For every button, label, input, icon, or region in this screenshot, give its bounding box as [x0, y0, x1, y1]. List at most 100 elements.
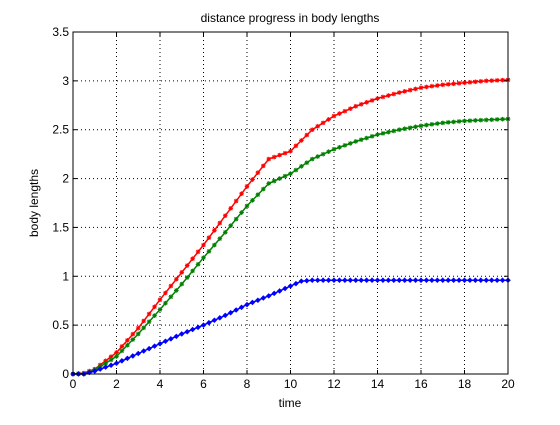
data-point	[325, 277, 332, 283]
data-point	[146, 311, 152, 317]
data-point	[130, 337, 136, 342]
data-point	[353, 139, 359, 144]
data-point	[163, 300, 168, 306]
data-point	[391, 277, 397, 283]
data-point	[418, 277, 424, 283]
x-tick-label: 4	[157, 377, 164, 391]
data-point	[456, 81, 462, 86]
data-point	[282, 285, 288, 292]
data-point	[499, 277, 506, 283]
series-3	[70, 277, 511, 377]
data-point	[407, 87, 413, 93]
data-point	[331, 113, 337, 119]
data-point	[434, 277, 441, 283]
data-point	[331, 277, 337, 283]
x-tick-label: 18	[458, 377, 472, 391]
data-point	[168, 283, 174, 289]
data-point	[222, 230, 228, 235]
data-point	[135, 331, 141, 337]
x-tick-label: 10	[284, 377, 298, 391]
data-point	[168, 336, 174, 342]
data-point	[195, 324, 201, 331]
x-tick-label: 8	[244, 377, 251, 391]
data-point	[462, 118, 467, 124]
data-point	[407, 277, 413, 283]
data-point	[255, 192, 261, 197]
data-point	[386, 93, 391, 98]
data-point	[407, 125, 413, 131]
data-point	[189, 326, 196, 333]
data-point	[119, 358, 125, 364]
data-point	[271, 178, 277, 184]
data-point	[391, 91, 397, 97]
data-point	[304, 160, 310, 165]
data-point	[435, 83, 440, 88]
data-point	[239, 210, 244, 215]
data-point	[201, 255, 206, 261]
data-point	[500, 116, 505, 122]
data-point	[364, 100, 369, 105]
data-point	[435, 121, 440, 126]
data-point	[250, 177, 255, 182]
data-point	[130, 353, 136, 359]
data-point	[467, 277, 473, 283]
data-point	[178, 331, 185, 337]
data-point	[179, 270, 185, 275]
data-point	[461, 277, 468, 283]
data-point	[385, 277, 392, 283]
data-point	[190, 256, 195, 261]
y-tick-label: 3	[62, 74, 69, 88]
data-point	[358, 277, 364, 283]
x-axis-label: time	[279, 396, 302, 410]
y-tick-label: 0.5	[52, 318, 69, 332]
x-tick-label: 6	[200, 377, 207, 391]
series-group	[70, 77, 511, 377]
data-point	[462, 80, 467, 86]
data-point	[401, 277, 408, 283]
data-point	[429, 122, 435, 127]
data-point	[135, 350, 142, 357]
data-point	[337, 145, 342, 150]
data-point	[146, 345, 152, 352]
data-point	[277, 176, 282, 181]
y-axis-label: body lengths	[27, 169, 41, 237]
data-point	[135, 325, 141, 331]
data-point	[331, 146, 337, 152]
data-point	[402, 89, 407, 94]
data-point	[473, 79, 478, 85]
data-point	[271, 290, 277, 297]
data-point	[380, 131, 386, 136]
x-tick-label: 2	[113, 377, 120, 391]
data-point	[162, 338, 169, 345]
data-point	[244, 301, 250, 308]
data-point	[483, 117, 489, 123]
data-point	[478, 117, 484, 123]
data-point	[342, 108, 348, 114]
data-point	[352, 277, 359, 283]
data-point	[304, 277, 310, 284]
data-point	[320, 277, 326, 283]
data-point	[472, 277, 479, 283]
series-2	[70, 116, 511, 377]
data-point	[337, 111, 342, 116]
data-point	[402, 126, 407, 132]
data-point	[233, 198, 239, 204]
data-point	[157, 307, 163, 312]
data-point	[309, 277, 316, 283]
data-point	[211, 317, 218, 324]
data-point	[358, 137, 364, 143]
data-point	[217, 315, 223, 321]
data-point	[238, 304, 245, 311]
data-point	[424, 84, 429, 90]
data-point	[304, 132, 310, 138]
data-point	[125, 337, 130, 343]
data-point	[244, 184, 250, 189]
data-point	[320, 120, 326, 126]
data-point	[288, 171, 293, 176]
data-point	[108, 357, 114, 363]
data-point	[168, 294, 174, 300]
data-point	[445, 81, 451, 87]
data-point	[364, 135, 369, 141]
data-point	[266, 181, 272, 186]
y-tick-label: 1	[62, 269, 69, 283]
